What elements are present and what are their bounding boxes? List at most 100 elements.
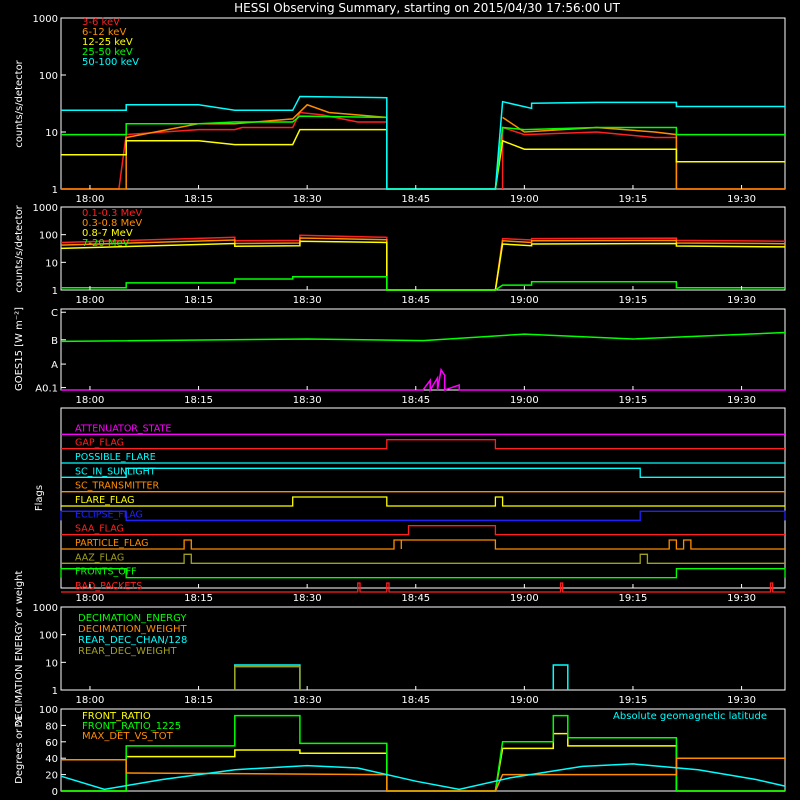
legend-entry: 0.1-0.3 MeV — [82, 208, 142, 219]
y-ticks: 1 10 100 1000 — [33, 203, 66, 297]
flag-label: FRONTS_OFF — [75, 567, 137, 578]
x-tick-label: 19:15 — [619, 395, 648, 406]
panel-decimation: 1 10 100 1000 DECIMATION ENERGY or weight D… — [14, 570, 786, 727]
y-tick-label: 1 — [52, 686, 58, 697]
series-line — [61, 367, 785, 393]
legend-entry: 7-20 MeV — [82, 238, 130, 249]
y-axis-label: Degrees or % — [14, 716, 25, 784]
legend-entry: DECIMATION_WEIGHT — [78, 624, 187, 635]
x-tick-label: 19:15 — [619, 695, 648, 706]
x-tick-label: 18:00 — [76, 395, 105, 406]
legend-entry: 50-100 keV — [82, 57, 139, 68]
x-tick-label: 18:15 — [184, 295, 213, 306]
y-tick-label: A — [51, 360, 58, 371]
legend-entry: MAX_DET_VS_TOT — [82, 731, 174, 742]
series-group — [60, 331, 786, 393]
legend-entry: FRONT_RATIO — [82, 711, 151, 722]
y-tick-label: 100 — [39, 71, 58, 82]
series-group — [61, 95, 785, 190]
y-axis-label: GOES15 [W m⁻²] — [14, 307, 25, 391]
y-axis-label: counts/s/detector — [14, 59, 25, 147]
flag-label: POSSIBLE_FLARE — [75, 452, 156, 463]
x-tick-label: 18:45 — [401, 194, 430, 205]
series-group — [60, 714, 786, 792]
x-tick-label: 18:00 — [76, 593, 105, 604]
x-tick-label: 19:00 — [510, 295, 539, 306]
y-tick-label: 10 — [45, 258, 58, 269]
y-tick-label: 1 — [52, 185, 58, 196]
series-line — [61, 276, 785, 291]
x-tick-label: 18:30 — [293, 695, 322, 706]
x-tick-labels: 18:00 18:15 18:30 18:45 19:00 19:15 19:30 — [76, 584, 756, 604]
flag-label: FLARE_FLAG — [75, 495, 135, 506]
series-line — [60, 331, 786, 343]
legend-entry: 6-12 keV — [82, 27, 126, 38]
x-tick-label: 18:00 — [76, 194, 105, 205]
x-tick-label: 18:45 — [401, 395, 430, 406]
chart-title: HESSI Observing Summary, starting on 201… — [234, 1, 620, 15]
x-tick-labels: 18:00 18:15 18:30 18:45 19:00 19:15 19:30 — [76, 185, 756, 205]
y-tick-label: 100 — [39, 231, 58, 242]
flag-label: SAA_FLAG — [75, 524, 124, 535]
legend-entry: 3-6 keV — [82, 17, 120, 28]
series-group — [234, 664, 569, 690]
flag-rows: ATTENUATOR_STATE GAP_FLAG POSSIBLE_FLARE SC… — [60, 423, 786, 593]
flag-label: ECLIPSE_FLAG — [75, 509, 143, 520]
flag-trace — [61, 553, 785, 564]
y-tick-label: 0 — [52, 787, 58, 798]
flag-label: BAD_PACKETS — [75, 581, 142, 592]
plot-frame — [60, 407, 786, 589]
legend-entry: 0.3-0.8 MeV — [82, 218, 142, 229]
x-tick-label: 18:45 — [401, 695, 430, 706]
series-line — [502, 116, 785, 190]
x-tick-label: 18:30 — [293, 194, 322, 205]
series-group — [60, 234, 786, 291]
series-line — [60, 763, 786, 791]
legend: FRONT_RATIOFRONT_RATIO_1225MAX_DET_VS_TO… — [82, 711, 767, 742]
legend-entry: REAR_DEC_WEIGHT — [78, 646, 177, 657]
flag-label: ATTENUATOR_STATE — [75, 423, 171, 434]
panel-low-energy: 1 10 100 1000 counts/s/detector 3-6 keV6-12… — [14, 14, 786, 205]
y-tick-label: 60 — [45, 738, 58, 749]
series-line — [61, 757, 785, 792]
y-tick-label: 1000 — [33, 14, 58, 25]
x-tick-label: 18:15 — [184, 695, 213, 706]
legend-entry: REAR_DEC_CHAN/128 — [78, 635, 187, 646]
series-line — [61, 103, 387, 190]
x-tick-label: 19:30 — [727, 194, 756, 205]
x-tick-label: 18:30 — [293, 295, 322, 306]
x-tick-label: 19:30 — [727, 593, 756, 604]
panel-high-energy: 1 10 100 1000 counts/s/detector 0.1-0.3 MeV… — [14, 203, 786, 306]
y-ticks: 0 20 40 60 80 100 — [39, 705, 66, 798]
y-tick-label: 1000 — [33, 203, 58, 214]
x-tick-label: 19:00 — [510, 695, 539, 706]
x-tick-label: 19:30 — [727, 695, 756, 706]
flag-trace — [60, 510, 786, 521]
plot-frame — [60, 606, 786, 691]
x-tick-label: 19:30 — [727, 395, 756, 406]
flag-trace — [60, 568, 786, 579]
flag-label: AAZ_FLAG — [75, 552, 124, 563]
x-tick-label: 19:15 — [619, 593, 648, 604]
y-axis-label: counts/s/detector — [14, 204, 25, 292]
legend-entry: DECIMATION_ENERGY — [78, 613, 187, 624]
y-tick-label: 20 — [45, 771, 58, 782]
y-tick-label: A0.1 — [35, 384, 58, 395]
legend-entry: 25-50 keV — [82, 47, 133, 58]
x-tick-label: 18:15 — [184, 194, 213, 205]
y-axis-label: DECIMATION ENERGY or weight — [14, 570, 25, 727]
y-tick-label: 100 — [39, 631, 58, 642]
y-tick-label: 1 — [52, 286, 58, 297]
x-tick-label: 19:15 — [619, 194, 648, 205]
x-tick-labels: 18:00 18:15 18:30 18:45 19:00 19:15 19:30 — [76, 686, 756, 706]
x-tick-label: 19:00 — [510, 194, 539, 205]
x-tick-label: 18:15 — [184, 593, 213, 604]
flag-trace — [61, 439, 785, 450]
flag-trace — [61, 582, 785, 593]
flag-trace — [61, 525, 785, 536]
flag-label: SC_TRANSMITTER — [75, 481, 160, 492]
legend-entry: Absolute geomagnetic latitude — [613, 711, 767, 722]
x-tick-label: 19:15 — [619, 295, 648, 306]
x-tick-label: 18:45 — [401, 295, 430, 306]
